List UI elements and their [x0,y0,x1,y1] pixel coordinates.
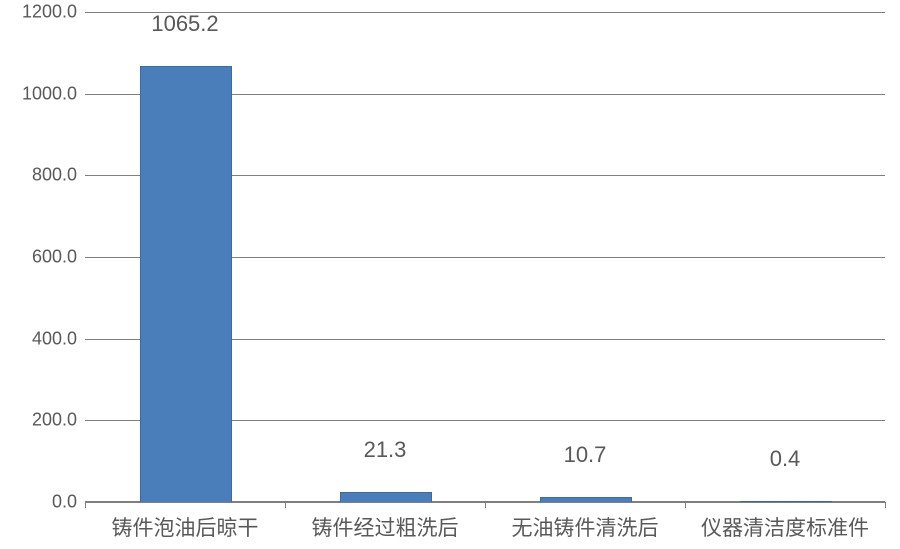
x-tick-label: 铸件经过粗洗后 [312,502,459,542]
x-tick-mark [685,502,686,508]
x-tick-mark [85,502,86,508]
bar [340,492,432,502]
bar [140,66,232,502]
y-tick-label: 400.0 [32,328,85,349]
y-tick-label: 1000.0 [22,83,85,104]
bar-value-label: 0.4 [770,446,801,472]
x-tick-label: 仪器清洁度标准件 [701,502,869,542]
bar-value-label: 10.7 [564,442,607,468]
bar-chart: 0.0 200.0 400.0 600.0 800.0 1000.0 1200.0 1065.… [0,0,900,549]
y-tick-label: 800.0 [32,165,85,186]
y-tick-label: 1200.0 [22,2,85,23]
bar-value-label: 1065.2 [151,11,218,37]
y-tick-label: 200.0 [32,410,85,431]
y-tick-label: 0.0 [52,492,85,513]
x-tick-label: 铸件泡油后晾干 [112,502,259,542]
x-tick-mark [485,502,486,508]
bar-value-label: 21.3 [364,437,407,463]
x-tick-mark [885,502,886,508]
x-tick-mark [285,502,286,508]
x-tick-label: 无油铸件清洗后 [512,502,659,542]
y-tick-label: 600.0 [32,247,85,268]
plot-area: 0.0200.0400.0600.0800.01000.01200.01065.… [85,12,885,502]
